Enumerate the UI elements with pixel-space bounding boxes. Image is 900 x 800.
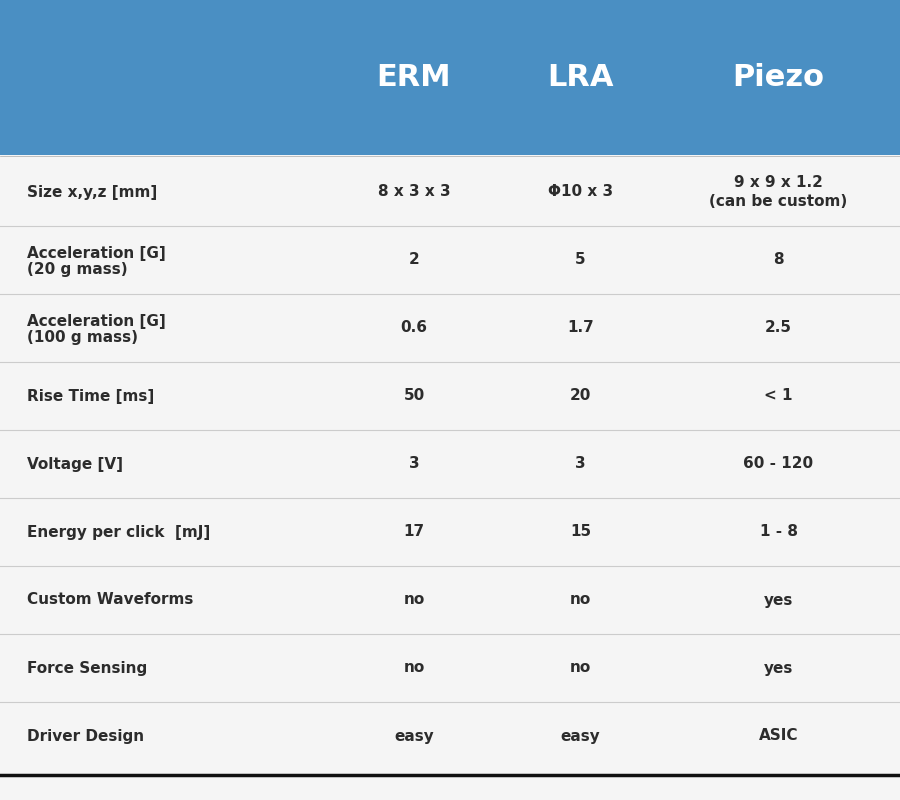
Text: no: no — [570, 661, 591, 675]
Text: 2.5: 2.5 — [765, 321, 792, 335]
Text: Voltage [V]: Voltage [V] — [27, 457, 123, 471]
Text: 8: 8 — [773, 253, 784, 267]
Text: 3: 3 — [575, 457, 586, 471]
Text: 1.7: 1.7 — [567, 321, 594, 335]
Text: yes: yes — [764, 593, 793, 607]
Text: ASIC: ASIC — [759, 729, 798, 743]
Text: easy: easy — [394, 729, 434, 743]
Text: 50: 50 — [403, 389, 425, 403]
Text: 60 - 120: 60 - 120 — [743, 457, 814, 471]
Text: (100 g mass): (100 g mass) — [27, 330, 138, 345]
Text: 0.6: 0.6 — [400, 321, 428, 335]
Text: no: no — [403, 593, 425, 607]
Text: < 1: < 1 — [764, 389, 793, 403]
Text: Acceleration [G]: Acceleration [G] — [27, 314, 166, 330]
Text: Acceleration [G]: Acceleration [G] — [27, 246, 166, 262]
Text: Force Sensing: Force Sensing — [27, 661, 148, 675]
Text: Size x,y,z [mm]: Size x,y,z [mm] — [27, 185, 158, 199]
Text: 9 x 9 x 1.2
(can be custom): 9 x 9 x 1.2 (can be custom) — [709, 174, 848, 210]
Text: (20 g mass): (20 g mass) — [27, 262, 128, 277]
Text: ERM: ERM — [377, 63, 451, 92]
Text: LRA: LRA — [547, 63, 614, 92]
Text: Rise Time [ms]: Rise Time [ms] — [27, 389, 154, 403]
Text: 17: 17 — [403, 525, 425, 539]
Text: 20: 20 — [570, 389, 591, 403]
Text: no: no — [570, 593, 591, 607]
Text: Φ10 x 3: Φ10 x 3 — [548, 185, 613, 199]
Text: 15: 15 — [570, 525, 591, 539]
Text: Custom Waveforms: Custom Waveforms — [27, 593, 194, 607]
Text: 1 - 8: 1 - 8 — [760, 525, 797, 539]
Text: yes: yes — [764, 661, 793, 675]
Text: Piezo: Piezo — [733, 63, 824, 92]
Text: no: no — [403, 661, 425, 675]
Text: 5: 5 — [575, 253, 586, 267]
Text: Energy per click  [mJ]: Energy per click [mJ] — [27, 525, 211, 539]
Bar — [0, 0, 900, 155]
Text: easy: easy — [561, 729, 600, 743]
Text: 2: 2 — [409, 253, 419, 267]
Text: 8 x 3 x 3: 8 x 3 x 3 — [378, 185, 450, 199]
Text: Driver Design: Driver Design — [27, 729, 144, 743]
Text: 3: 3 — [409, 457, 419, 471]
